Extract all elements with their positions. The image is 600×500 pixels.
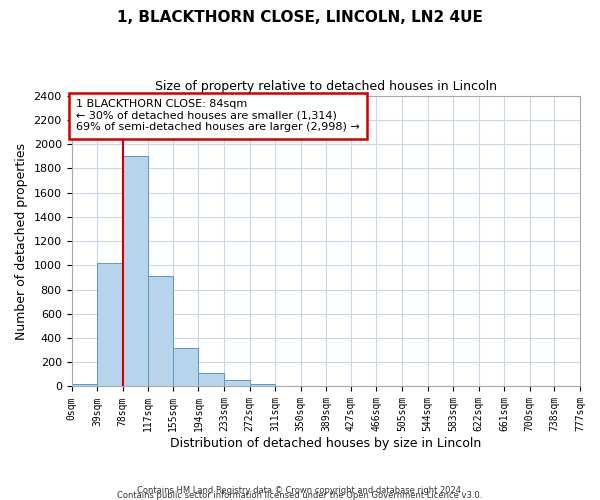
Bar (148, 276, 173, 386)
Y-axis label: Number of detached properties: Number of detached properties (15, 142, 28, 340)
Text: 1 BLACKTHORN CLOSE: 84sqm
← 30% of detached houses are smaller (1,314)
69% of se: 1 BLACKTHORN CLOSE: 84sqm ← 30% of detac… (76, 99, 360, 132)
Text: Contains HM Land Registry data © Crown copyright and database right 2024.: Contains HM Land Registry data © Crown c… (137, 486, 463, 495)
Bar (199, 373, 224, 386)
Bar (122, 156, 148, 386)
X-axis label: Distribution of detached houses by size in Lincoln: Distribution of detached houses by size … (170, 437, 481, 450)
Bar (71, 384, 97, 386)
Text: Contains public sector information licensed under the Open Government Licence v3: Contains public sector information licen… (118, 490, 482, 500)
Bar (224, 380, 250, 386)
Title: Size of property relative to detached houses in Lincoln: Size of property relative to detached ho… (155, 80, 497, 93)
Bar (173, 348, 199, 387)
Bar (250, 384, 275, 386)
Text: 1, BLACKTHORN CLOSE, LINCOLN, LN2 4UE: 1, BLACKTHORN CLOSE, LINCOLN, LN2 4UE (117, 10, 483, 25)
Bar (97, 263, 122, 386)
